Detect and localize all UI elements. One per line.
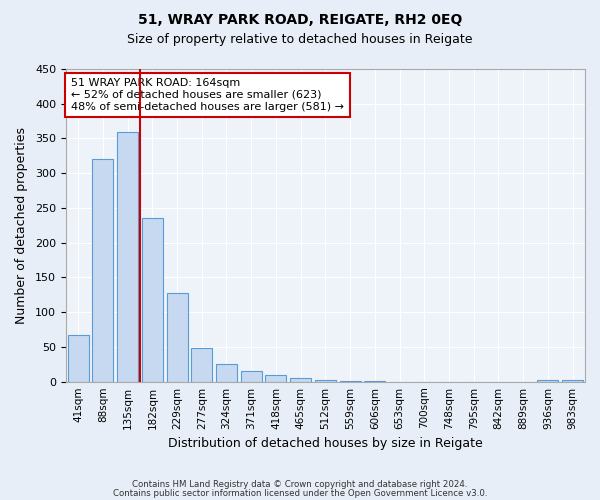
Text: 51 WRAY PARK ROAD: 164sqm
← 52% of detached houses are smaller (623)
48% of semi: 51 WRAY PARK ROAD: 164sqm ← 52% of detac…: [71, 78, 344, 112]
Bar: [191, 348, 212, 382]
Bar: [340, 381, 361, 382]
Text: Size of property relative to detached houses in Reigate: Size of property relative to detached ho…: [127, 32, 473, 46]
Bar: [364, 381, 385, 382]
Bar: [290, 378, 311, 382]
Bar: [142, 218, 163, 382]
Bar: [562, 380, 583, 382]
Bar: [117, 132, 138, 382]
Bar: [216, 364, 237, 382]
Bar: [538, 380, 559, 382]
Bar: [92, 160, 113, 382]
Bar: [167, 294, 188, 382]
Bar: [68, 335, 89, 382]
Bar: [241, 370, 262, 382]
Text: Contains public sector information licensed under the Open Government Licence v3: Contains public sector information licen…: [113, 489, 487, 498]
X-axis label: Distribution of detached houses by size in Reigate: Distribution of detached houses by size …: [168, 437, 483, 450]
Bar: [265, 374, 286, 382]
Y-axis label: Number of detached properties: Number of detached properties: [15, 127, 28, 324]
Text: Contains HM Land Registry data © Crown copyright and database right 2024.: Contains HM Land Registry data © Crown c…: [132, 480, 468, 489]
Bar: [315, 380, 336, 382]
Text: 51, WRAY PARK ROAD, REIGATE, RH2 0EQ: 51, WRAY PARK ROAD, REIGATE, RH2 0EQ: [138, 12, 462, 26]
